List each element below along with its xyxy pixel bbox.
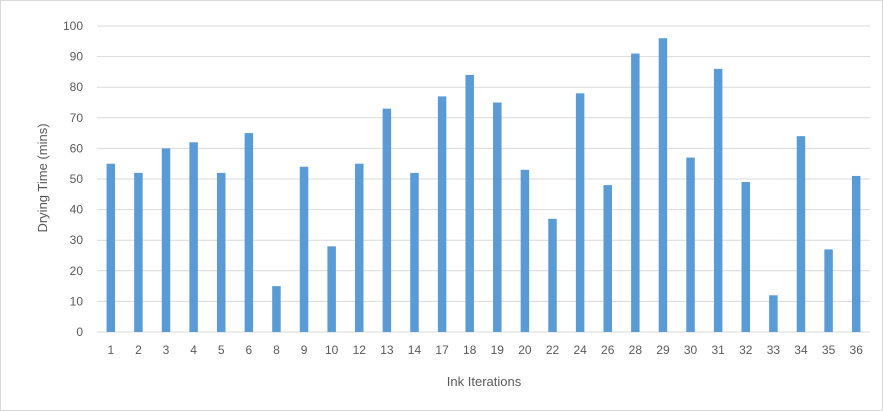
x-tick-label: 8 <box>273 343 280 357</box>
bar-32 <box>741 182 751 332</box>
x-tick-label: 1 <box>107 343 114 357</box>
bar-2 <box>134 172 143 332</box>
bar-17 <box>437 96 447 332</box>
bar-35 <box>824 249 833 332</box>
x-tick-label: 9 <box>301 343 308 357</box>
bar-3 <box>161 148 171 332</box>
y-tick-label: 70 <box>70 111 84 125</box>
bar-8 <box>272 286 281 332</box>
y-tick-labels: 0 10 20 30 40 50 60 70 80 90 100 <box>63 19 83 339</box>
x-tick-label: 22 <box>546 343 560 357</box>
y-tick-label: 50 <box>70 172 84 186</box>
bar-18 <box>465 74 474 333</box>
bar-26 <box>603 185 612 332</box>
x-tick-label: 4 <box>190 343 197 357</box>
x-tick-label: 20 <box>518 343 532 357</box>
x-tick-label: 30 <box>684 343 698 357</box>
bar-33 <box>769 295 778 332</box>
y-tick-label: 90 <box>70 50 84 64</box>
gridlines <box>97 25 870 333</box>
bar-24 <box>575 93 585 332</box>
bar-31 <box>713 68 723 332</box>
x-tick-label: 12 <box>353 343 367 357</box>
x-tick-labels: 1 2 3 4 5 6 8 9 10 12 13 14 17 18 19 20 22 24 26 28 29 30 31 32… <box>107 343 863 357</box>
x-tick-label: 10 <box>325 343 339 357</box>
x-tick-label: 35 <box>822 343 836 357</box>
y-tick-label: 100 <box>63 19 83 33</box>
x-tick-label: 17 <box>435 343 449 357</box>
bar-22 <box>548 218 557 332</box>
y-tick-label: 20 <box>70 264 84 278</box>
x-tick-label: 18 <box>463 343 477 357</box>
bar-1 <box>106 163 116 332</box>
x-tick-label: 24 <box>573 343 587 357</box>
bar-9 <box>299 166 309 332</box>
y-tick-label: 10 <box>70 294 84 308</box>
bar-28 <box>631 53 640 332</box>
x-tick-label: 19 <box>491 343 505 357</box>
bar-36 <box>851 175 861 332</box>
bar-19 <box>493 102 502 332</box>
x-tick-label: 36 <box>850 343 864 357</box>
x-tick-label: 34 <box>794 343 808 357</box>
x-tick-label: 13 <box>380 343 394 357</box>
y-tick-label: 40 <box>70 203 84 217</box>
bar-6 <box>244 133 254 332</box>
x-tick-label: 3 <box>163 343 170 357</box>
bar-13 <box>382 108 392 333</box>
y-tick-label: 30 <box>70 233 84 247</box>
x-tick-label: 2 <box>135 343 142 357</box>
bar-10 <box>327 246 336 332</box>
x-tick-label: 32 <box>739 343 753 357</box>
x-tick-label: 31 <box>711 343 725 357</box>
bar-34 <box>796 136 806 332</box>
bar-12 <box>355 163 364 332</box>
x-tick-label: 28 <box>629 343 643 357</box>
bars <box>106 38 861 333</box>
x-tick-label: 6 <box>245 343 252 357</box>
bar-4 <box>189 142 198 332</box>
x-tick-label: 26 <box>601 343 615 357</box>
y-tick-label: 60 <box>70 141 84 155</box>
x-tick-label: 29 <box>656 343 670 357</box>
bar-29 <box>658 38 668 333</box>
y-axis-title: Drying Time (mins) <box>35 123 50 232</box>
y-tick-label: 0 <box>76 325 83 339</box>
x-tick-label: 14 <box>408 343 422 357</box>
y-tick-label: 80 <box>70 80 84 94</box>
x-tick-label: 33 <box>767 343 781 357</box>
x-axis-title: Ink Iterations <box>447 374 522 389</box>
bar-30 <box>686 157 695 332</box>
bar-14 <box>410 172 419 332</box>
bar-5 <box>216 172 226 332</box>
bar-20 <box>520 169 530 332</box>
x-tick-label: 5 <box>218 343 225 357</box>
